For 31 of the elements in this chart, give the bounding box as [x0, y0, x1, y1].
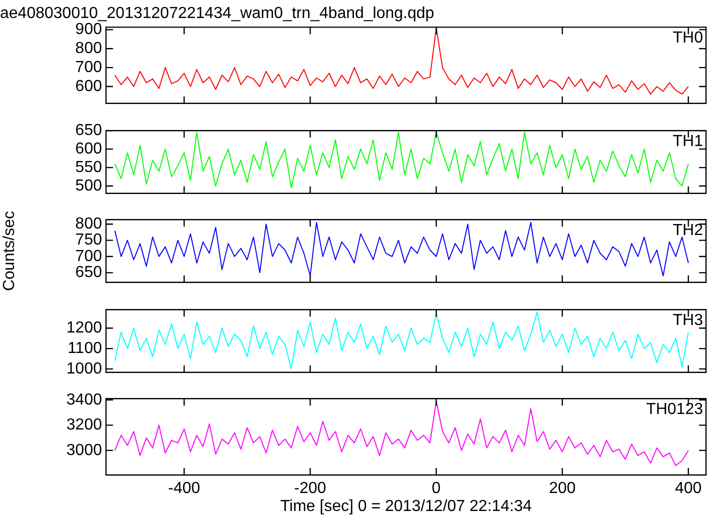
y-tick-label: 1100 — [68, 339, 102, 356]
x-tick-label: -400 — [168, 480, 200, 498]
x-axis-title: Time [sec] 0 = 2013/12/07 22:14:34 — [280, 498, 532, 515]
x-tick-label: -200 — [294, 480, 326, 498]
y-tick-label: 900 — [75, 21, 102, 38]
y-tick-label: 550 — [75, 158, 102, 176]
y-tick-label: 3200 — [66, 416, 102, 434]
y-tick-label: 650 — [75, 122, 102, 139]
y-tick-label: 3000 — [66, 442, 102, 459]
y-tick-label: 500 — [75, 176, 102, 194]
y-tick-label: 700 — [75, 58, 102, 76]
annotation: TH2 — [672, 222, 704, 240]
y-tick-label: 750 — [75, 232, 102, 249]
annotation: TH0123 — [646, 401, 704, 418]
y-tick-label: 650 — [75, 264, 102, 282]
annotation: TH3 — [672, 312, 704, 329]
y-axis-title: Counts/sec — [1, 210, 18, 292]
annotation: TH0 — [672, 30, 704, 47]
y-tick-label: 1000 — [66, 360, 102, 377]
y-tick-label: 600 — [75, 78, 102, 95]
y-tick-label: 3400 — [66, 391, 102, 408]
y-tick-label: 600 — [75, 140, 102, 157]
y-tick-label: 800 — [75, 40, 102, 58]
chart-title: ae408030010_20131207221434_wam0_trn_4band_long.qdp — [0, 5, 434, 22]
x-tick-label: 0 — [432, 480, 441, 498]
y-tick-label: 700 — [75, 248, 102, 265]
y-tick-label: 1200 — [66, 319, 102, 336]
annotation: TH1 — [672, 132, 704, 150]
x-tick-label: 400 — [675, 480, 702, 498]
y-tick-label: 800 — [75, 216, 102, 233]
x-tick-label: 200 — [548, 480, 576, 498]
